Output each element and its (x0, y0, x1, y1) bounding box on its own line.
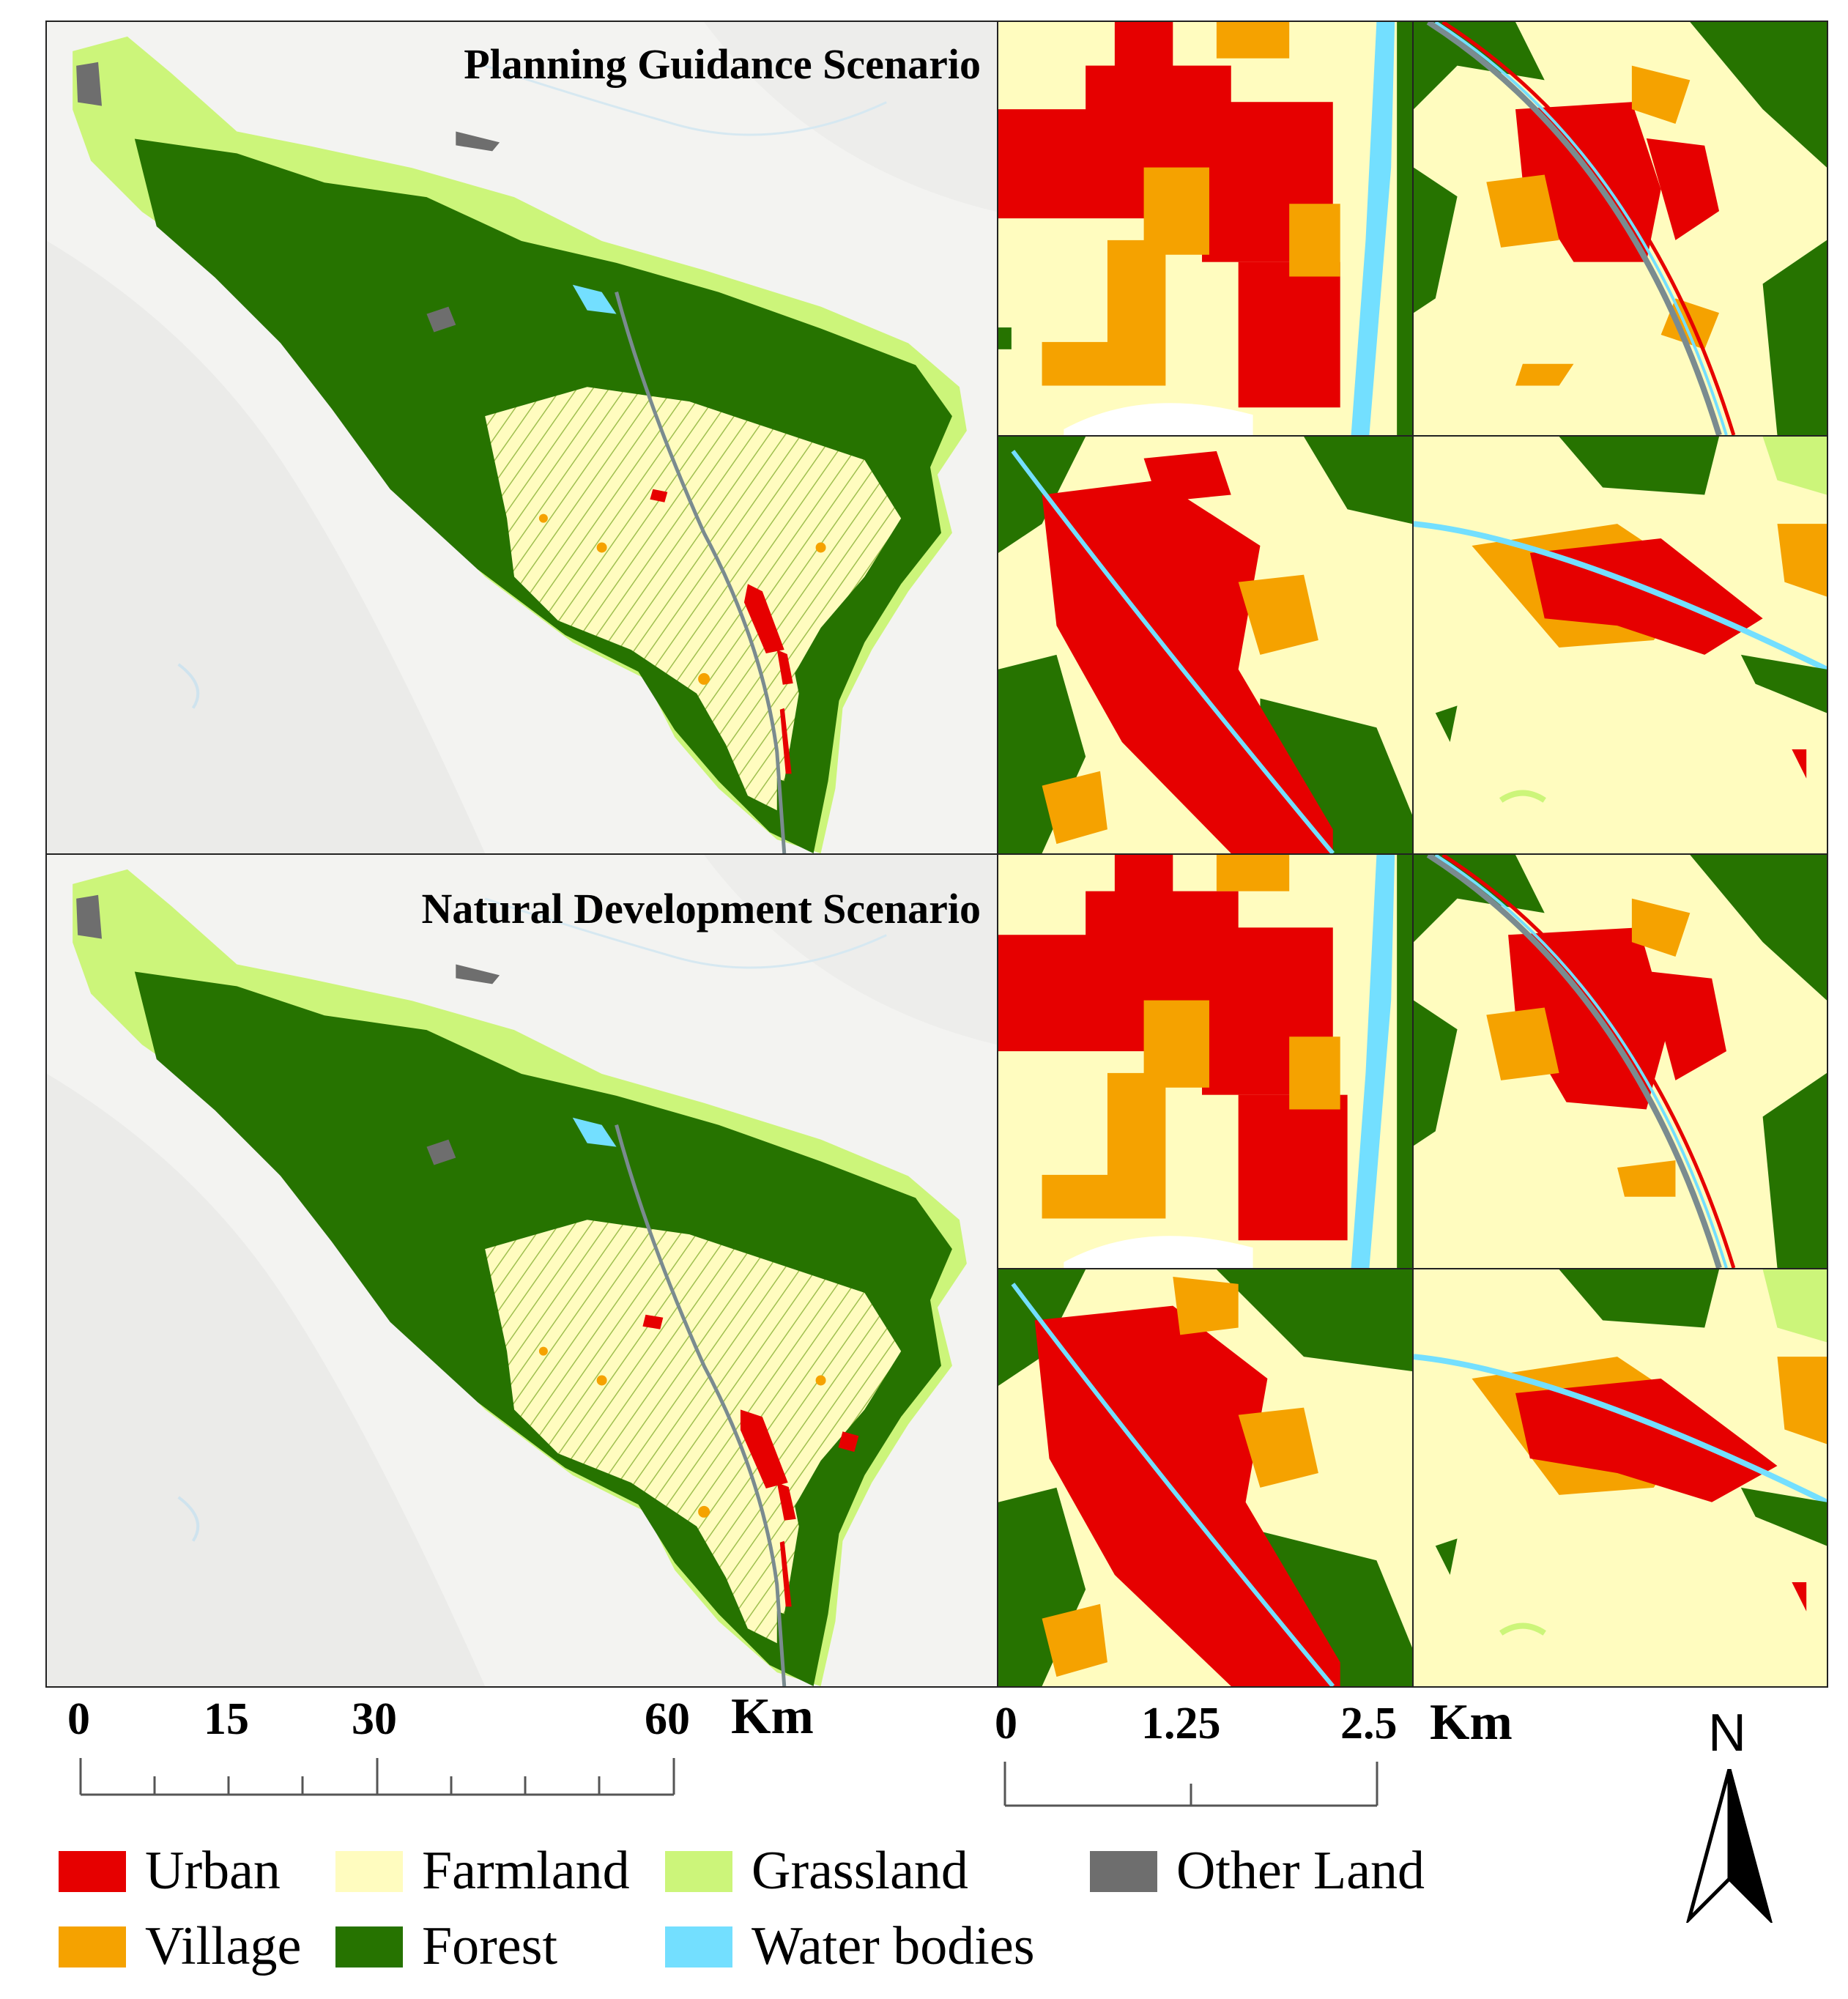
detail-map-planning-3 (997, 435, 1414, 855)
legend-label-water-bodies: Water bodies (752, 1916, 1035, 1976)
scale-right-tick-1: 1.25 (1141, 1699, 1221, 1748)
scale-left-tick-3: 60 (645, 1694, 690, 1744)
legend-item-other-land: Other Land (1090, 1840, 1425, 1902)
legend-item-water-bodies: Water bodies (665, 1915, 1035, 1978)
legend-item-forest: Forest (335, 1915, 557, 1978)
detail-map-natural-4 (1412, 1268, 1828, 1688)
legend-swatch-village (59, 1926, 126, 1968)
overview-map-planning-graphic (47, 22, 997, 853)
scale-bar-left (79, 1758, 675, 1796)
detail-map-planning-4 (1412, 435, 1828, 855)
scale-left-tick-2: 30 (352, 1694, 397, 1744)
detail-map-natural-1 (997, 853, 1414, 1269)
north-label: N (1708, 1704, 1746, 1762)
scale-right-tick-0: 0 (995, 1699, 1017, 1748)
scenario-title-bottom: Natural Development Scenario (421, 885, 981, 932)
legend-swatch-grassland (665, 1850, 732, 1892)
scale-bar-right (1003, 1762, 1378, 1807)
scale-right-tick-2: 2.5 (1340, 1699, 1398, 1748)
north-arrow-icon (1686, 1769, 1773, 1923)
detail-map-natural-2 (1412, 853, 1828, 1269)
scale-left-unit: Km (731, 1688, 814, 1745)
legend-swatch-forest (335, 1926, 403, 1968)
legend-label-urban: Urban (145, 1841, 281, 1901)
scenario-title-top: Planning Guidance Scenario (464, 40, 981, 88)
overview-map-natural: Natural Development Scenario (45, 853, 998, 1688)
legend-item-urban: Urban (59, 1840, 281, 1902)
detail-map-natural-3 (997, 1268, 1414, 1688)
legend-swatch-water-bodies (665, 1926, 732, 1968)
legend-swatch-urban (59, 1850, 126, 1892)
scale-right-unit: Km (1430, 1694, 1513, 1751)
legend-label-farmland: Farmland (422, 1841, 630, 1901)
detail-map-planning-2 (1412, 21, 1828, 437)
overview-map-natural-graphic (47, 855, 997, 1686)
scale-left-tick-1: 15 (204, 1694, 249, 1744)
legend-item-village: Village (59, 1915, 301, 1978)
legend-label-grassland: Grassland (752, 1841, 968, 1901)
legend-swatch-farmland (335, 1850, 403, 1892)
legend-label-other-land: Other Land (1176, 1841, 1425, 1901)
legend-swatch-other-land (1090, 1850, 1157, 1892)
overview-map-planning: Planning Guidance Scenario (45, 21, 998, 855)
legend-label-forest: Forest (422, 1916, 557, 1976)
legend-label-village: Village (145, 1916, 302, 1976)
scale-left-tick-0: 0 (67, 1694, 90, 1744)
detail-map-planning-1 (997, 21, 1414, 437)
legend-item-grassland: Grassland (665, 1840, 968, 1902)
legend-item-farmland: Farmland (335, 1840, 630, 1902)
north-arrow: N (1682, 1703, 1777, 1923)
